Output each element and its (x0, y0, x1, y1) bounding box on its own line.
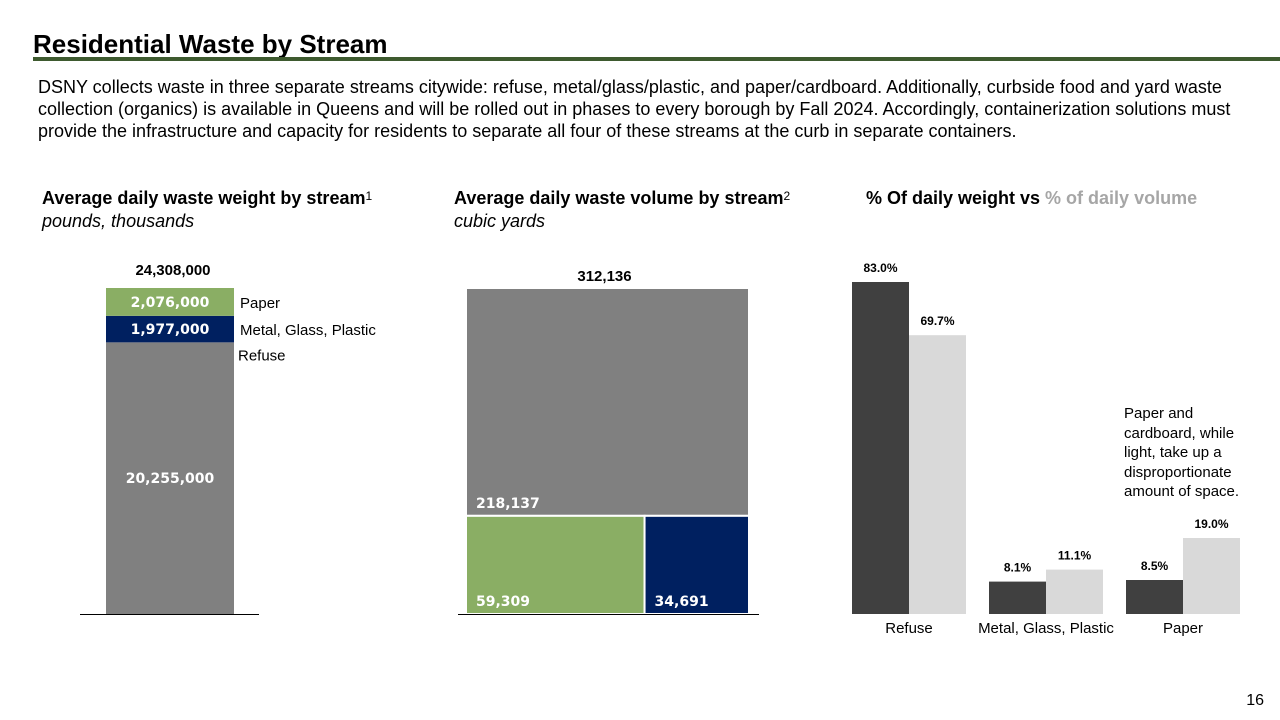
volume-value-paper: 59,309 (476, 594, 530, 610)
volume-value-metal-glass-plastic: 34,691 (655, 594, 709, 610)
volume-chart-title-text: Average daily waste volume by stream (454, 188, 784, 208)
intro-paragraph: DSNY collects waste in three separate st… (38, 77, 1231, 141)
share-label-metal-glass-plastic-volume: 11.1% (1058, 549, 1092, 563)
paper-annotation: Paper and cardboard, while light, take u… (1124, 405, 1240, 500)
weight-value-paper: 2,076,000 (131, 295, 210, 311)
share-label-metal-glass-plastic-weight: 8.1% (1004, 561, 1032, 575)
share-chart-title-part1: % Of daily weight vs (866, 188, 1046, 208)
volume-value-refuse: 218,137 (476, 496, 540, 512)
weight-segment-refuse (106, 342, 234, 614)
share-bar-paper-volume (1183, 538, 1240, 614)
share-chart-title: % Of daily weight vs % of daily volume (866, 187, 1197, 209)
share-category-paper: Paper (1163, 620, 1203, 637)
share-bar-paper-weight (1126, 580, 1183, 614)
share-label-paper-weight: 8.5% (1141, 559, 1169, 573)
weight-segment-paper (106, 288, 234, 316)
share-chart-title-part2: % of daily volume (1045, 188, 1198, 208)
share-bar-metal-glass-plastic-volume (1046, 569, 1103, 614)
share-category-metal-glass-plastic: Metal, Glass, Plastic (978, 620, 1114, 637)
volume-chart-footnote-ref: 2 (783, 189, 791, 203)
weight-chart-footnote-ref: 1 (365, 189, 373, 203)
weight-category-label-refuse: Refuse (238, 347, 286, 364)
page-title: Residential Waste by Stream (33, 29, 388, 59)
title-rule (33, 57, 1280, 61)
weight-category-label-paper: Paper (240, 295, 280, 312)
weight-value-refuse: 20,255,000 (126, 471, 215, 487)
weight-category-label-metal-glass-plastic: Metal, Glass, Plastic (240, 322, 376, 339)
weight-chart-title-text: Average daily waste weight by stream (42, 188, 366, 208)
weight-chart-title: Average daily waste weight by stream1 (42, 187, 372, 209)
volume-chart-subtitle: cubic yards (454, 211, 546, 231)
weight-value-metal-glass-plastic: 1,977,000 (131, 322, 210, 338)
share-category-refuse: Refuse (885, 620, 933, 637)
volume-tile-metal-glass-plastic (643, 514, 750, 615)
share-bar-refuse-volume (909, 335, 966, 614)
volume-chart-title: Average daily waste volume by stream2 (454, 187, 790, 209)
volume-tile-refuse (465, 287, 750, 517)
share-label-paper-volume: 19.0% (1194, 517, 1228, 531)
page-number: 16 (1246, 692, 1264, 709)
share-label-refuse-volume: 69.7% (920, 314, 954, 328)
weight-chart-subtitle: pounds, thousands (42, 211, 195, 231)
share-bar-refuse-weight (852, 282, 909, 614)
volume-tile-paper (465, 514, 646, 615)
volume-total-label: 312,136 (577, 268, 631, 285)
weight-total-label: 24,308,000 (135, 262, 210, 279)
weight-segment-metal-glass-plastic (106, 315, 234, 343)
share-bar-metal-glass-plastic-weight (989, 581, 1046, 614)
share-label-refuse-weight: 83.0% (863, 261, 897, 275)
